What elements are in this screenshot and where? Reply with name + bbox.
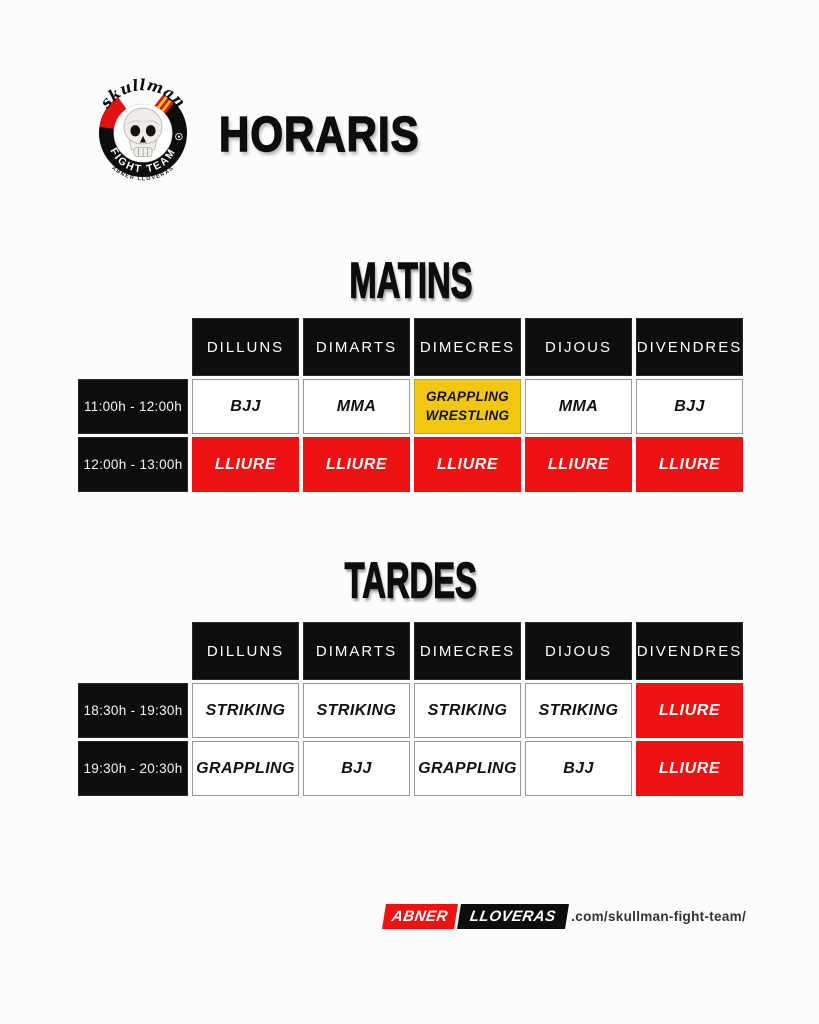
- logo-stamp-icon: [175, 132, 183, 141]
- day-header-cell: DIMECRES: [414, 318, 521, 376]
- class-cell: LLIURE: [636, 741, 743, 796]
- class-cell: STRIKING: [525, 683, 632, 738]
- day-header-cell: DIJOUS: [525, 318, 632, 376]
- table-corner-spacer: [78, 318, 188, 376]
- day-header-cell: DIMARTS: [303, 622, 410, 680]
- class-cell: BJJ: [525, 741, 632, 796]
- class-cell: LLIURE: [636, 683, 743, 738]
- schedule-table-matins: DILLUNS DIMARTS DIMECRES DIJOUS DIVENDRES 11:…: [78, 318, 743, 492]
- time-cell: 12:00h - 13:00h: [78, 437, 188, 492]
- class-cell: LLIURE: [525, 437, 632, 492]
- day-header-cell: DILLUNS: [192, 622, 299, 680]
- class-cell: STRIKING: [303, 683, 410, 738]
- day-header-cell: DIVENDRES: [636, 622, 743, 680]
- class-cell: STRIKING: [192, 683, 299, 738]
- table-corner-spacer: [78, 622, 188, 680]
- time-cell: 11:00h - 12:00h: [78, 379, 188, 434]
- footer-branding: ABNER LLOVERAS .com/skullman-fight-team/: [381, 901, 746, 931]
- class-cell: GRAPPLING: [414, 741, 521, 796]
- day-header-cell: DILLUNS: [192, 318, 299, 376]
- day-header-cell: DIVENDRES: [636, 318, 743, 376]
- class-cell: LLIURE: [303, 437, 410, 492]
- time-cell: 19:30h - 20:30h: [78, 741, 188, 796]
- section-heading-matins: MATINS: [348, 251, 473, 309]
- class-cell: BJJ: [636, 379, 743, 434]
- class-cell: MMA: [525, 379, 632, 434]
- section-heading-tardes: TARDES: [344, 551, 477, 609]
- day-header-cell: DIMECRES: [414, 622, 521, 680]
- schedule-table-tardes: DILLUNS DIMARTS DIMECRES DIJOUS DIVENDRES 18:…: [78, 622, 743, 796]
- footer-url-text: .com/skullman-fight-team/: [571, 908, 746, 924]
- logo-ring-red-segment: [99, 96, 128, 130]
- day-header-cell: DIMARTS: [303, 318, 410, 376]
- class-cell: LLIURE: [636, 437, 743, 492]
- catalan-flag-icon: [154, 94, 174, 114]
- class-cell: GRAPPLING WRESTLING: [414, 379, 521, 434]
- class-cell: BJJ: [192, 379, 299, 434]
- page-title: HORARIS: [218, 105, 420, 162]
- footer-badge-lloveras: LLOVERAS: [456, 903, 569, 929]
- class-cell: BJJ: [303, 741, 410, 796]
- skull-icon: [123, 107, 163, 158]
- footer-badge-abner: ABNER: [381, 903, 458, 929]
- class-cell: LLIURE: [414, 437, 521, 492]
- class-cell: LLIURE: [192, 437, 299, 492]
- class-cell: STRIKING: [414, 683, 521, 738]
- class-cell: GRAPPLING: [192, 741, 299, 796]
- time-cell: 18:30h - 19:30h: [78, 683, 188, 738]
- class-cell: MMA: [303, 379, 410, 434]
- skullman-fight-team-logo: skullman FIGHT TEAM ABNER LLOVERAS: [97, 76, 189, 182]
- day-header-cell: DIJOUS: [525, 622, 632, 680]
